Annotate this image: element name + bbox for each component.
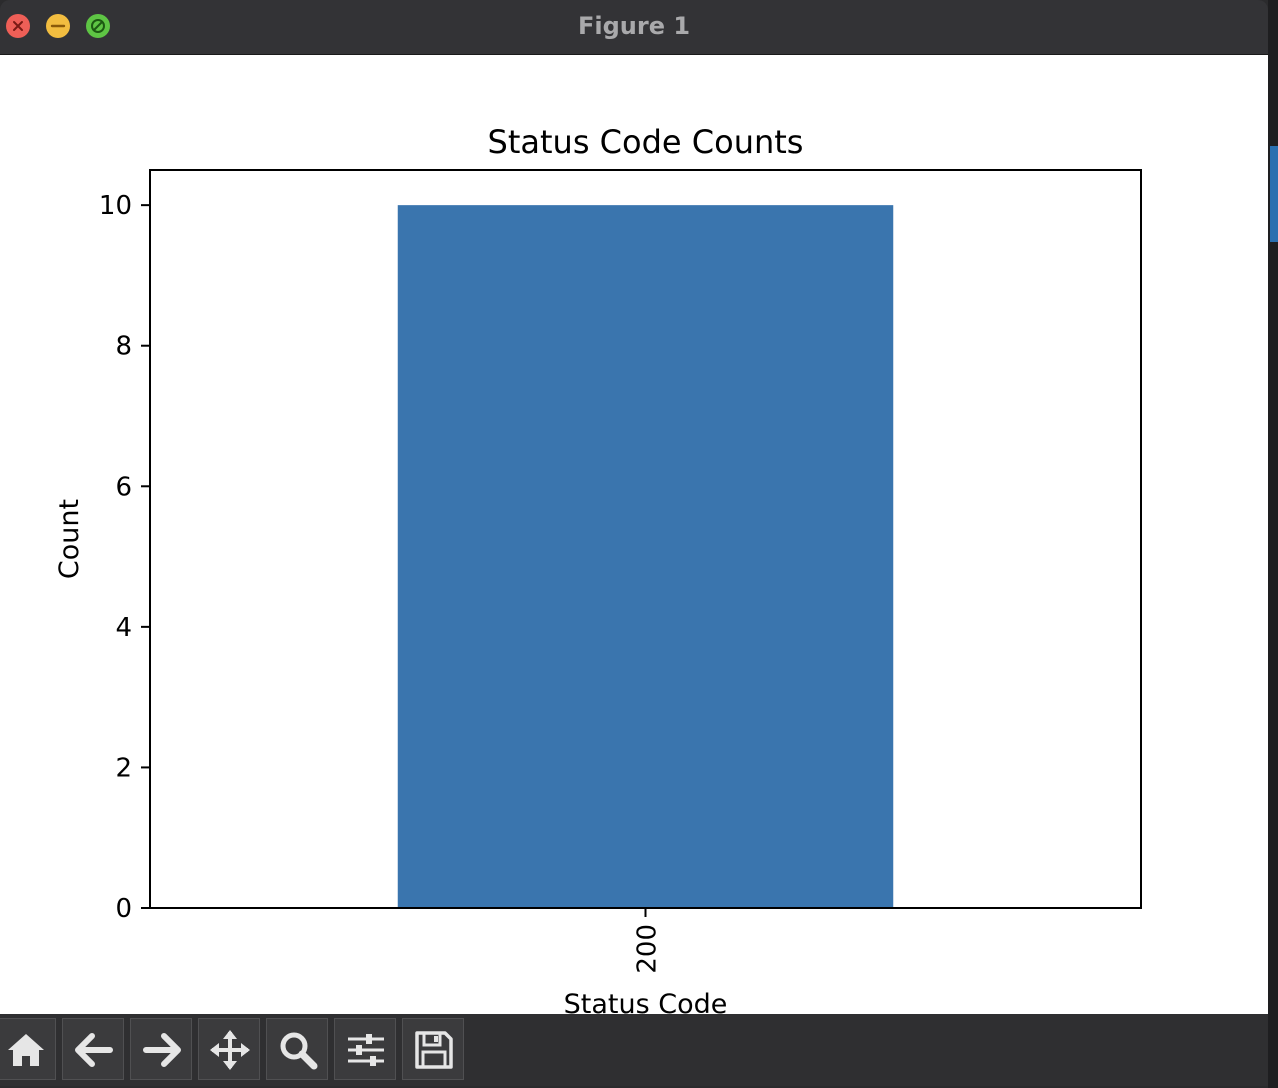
home-icon: [8, 1034, 44, 1066]
axes-frame: [149, 169, 1142, 909]
x-tick-label: 200: [633, 924, 663, 974]
back-button[interactable]: [62, 1018, 124, 1080]
y-axis-label: Count: [54, 499, 85, 579]
background-window-edge: [1268, 0, 1278, 1088]
magnifier-icon: [280, 1032, 318, 1070]
configure-subplots-button[interactable]: [334, 1018, 396, 1080]
forward-button[interactable]: [130, 1018, 192, 1080]
chart-title: Status Code Counts: [488, 123, 804, 161]
save-icon: [415, 1031, 453, 1069]
navigation-toolbar: [0, 1014, 1268, 1086]
y-tick-label: 0: [115, 894, 132, 924]
close-window-button[interactable]: [6, 14, 30, 38]
x-axis-label: Status Code: [564, 989, 728, 1014]
move-icon: [210, 1030, 250, 1070]
arrow-left-icon: [75, 1033, 113, 1067]
bar-chart: Status Code Counts 200 0 2 4 6 8 10 Status Code C…: [54, 123, 1142, 1014]
pan-button[interactable]: [198, 1018, 260, 1080]
minimize-icon: [50, 24, 66, 28]
title-bar: Figure 1: [0, 0, 1268, 55]
close-icon: [13, 21, 23, 31]
y-tick-label: 10: [99, 191, 132, 221]
zoom-button[interactable]: [266, 1018, 328, 1080]
home-button[interactable]: [0, 1018, 56, 1080]
y-tick-label: 4: [115, 613, 132, 643]
maximize-window-button[interactable]: [86, 14, 110, 38]
sliders-icon: [348, 1034, 384, 1066]
y-tick-label: 2: [115, 753, 132, 783]
minimize-window-button[interactable]: [46, 14, 70, 38]
fullscreen-icon: [91, 19, 105, 33]
y-tick-label: 6: [115, 472, 132, 502]
arrow-right-icon: [143, 1033, 181, 1067]
y-tick-label: 8: [115, 332, 132, 362]
bar-200: [397, 205, 894, 909]
window-title: Figure 1: [577, 12, 691, 40]
save-button[interactable]: [402, 1018, 464, 1080]
background-accent: [1270, 146, 1278, 242]
figure-canvas[interactable]: Status Code Counts 200 0 2 4 6 8 10 Status Code C…: [0, 55, 1268, 1014]
